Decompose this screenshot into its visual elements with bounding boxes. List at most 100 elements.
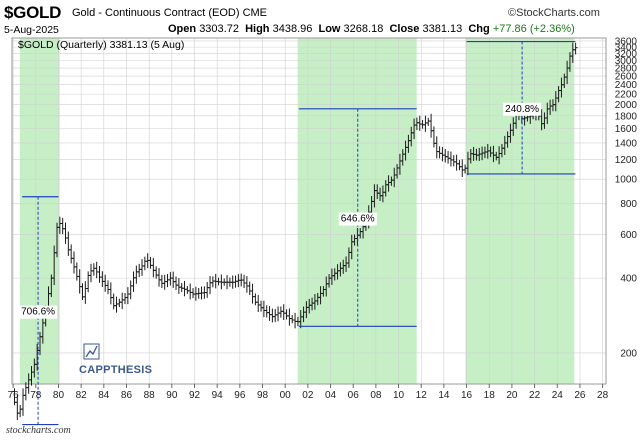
ohlc-bar (247, 281, 252, 296)
y-tick-label: 2800 (615, 64, 638, 75)
ohlc-bar (276, 306, 281, 322)
ohlc-bar (97, 265, 102, 283)
ohlc-bar (134, 265, 139, 284)
ohlc-bar (457, 159, 462, 171)
ohlc-bar (108, 282, 113, 305)
ohlc-bar (66, 231, 71, 256)
ohlc-bar (429, 113, 434, 138)
high-label: High (245, 23, 270, 35)
high-value: 3438.96 (272, 23, 313, 35)
annotation-label-bg (338, 212, 377, 226)
ohlc-bar (128, 280, 133, 300)
chart-symbol: $GOLD (4, 3, 62, 22)
ohlc-bar (250, 283, 255, 304)
watermark-chart-icon (85, 345, 98, 358)
ohlc-bar (94, 261, 99, 279)
y-tick-label: 3600 (615, 36, 638, 47)
y-tick-label: 600 (620, 230, 637, 241)
ohlc-bar (423, 115, 428, 132)
y-tick-label: 1000 (615, 175, 638, 186)
y-axis-ticks: 200 400 600 800 1000 1200 1400 1600 180020002200… (615, 36, 638, 359)
low-label: Low (318, 23, 341, 35)
x-tick-label: 26 (574, 390, 586, 401)
ohlc-bar (91, 263, 96, 276)
ohlc-bar (244, 276, 249, 293)
ohlc-bar (451, 155, 456, 167)
annotation-label: 240.8% (505, 104, 539, 115)
ohlc-bar (293, 312, 298, 329)
annotation-label-bg (19, 305, 58, 319)
ohlc-bar (174, 276, 179, 290)
highlight-periods (19, 38, 575, 384)
ohlc-bar (431, 126, 436, 148)
x-tick-label: 20 (506, 390, 518, 401)
x-tick-label: 02 (302, 390, 314, 401)
ohlc-bar (208, 276, 213, 295)
ohlc-bar (446, 151, 451, 164)
chg-label: Chg (468, 23, 490, 35)
ohlc-readout: Open 3303.72 High 3438.96 Low 3268.18 Cl… (168, 23, 575, 35)
ohlc-bar (278, 306, 283, 318)
ohlc-bar (154, 266, 159, 279)
ohlc-bar (131, 271, 136, 292)
ohlc-bar (253, 293, 258, 306)
y-tick-label: 200 (620, 348, 637, 359)
x-tick-label: 82 (76, 390, 88, 401)
instrument-name: Gold - Continuous Contract (EOD) (72, 7, 240, 19)
ohlc-bar (448, 151, 453, 167)
x-tick-label: 88 (144, 390, 156, 401)
x-tick-label: 18 (484, 390, 496, 401)
x-axis-ticks: 76 78 80 82 84 86 88 90 92 94 96 98 00 02 04 06 08 10 12 14… (8, 384, 609, 401)
x-tick-label: 78 (30, 390, 42, 401)
exchange-code: CME (242, 7, 268, 19)
ohlc-bar (426, 117, 431, 126)
x-tick-label: 28 (597, 390, 609, 401)
y-tick-label: 3400 (615, 43, 638, 54)
ohlc-bar (159, 274, 164, 288)
x-tick-label: 10 (393, 390, 405, 401)
watermark-logo: CAPPTHESIS (79, 343, 152, 376)
y-tick-label: 2600 (615, 72, 638, 83)
ohlc-bar (86, 271, 91, 293)
chart-instrument-name: Gold - Continuous Contract (EOD) CME (72, 7, 267, 19)
y-tick-label: 800 (620, 199, 637, 210)
x-tick-label: 04 (325, 390, 337, 401)
ohlc-bar (434, 136, 439, 159)
ohlc-bar (454, 154, 459, 171)
open-label: Open (168, 23, 197, 35)
ohlc-bar (290, 314, 295, 324)
y-tick-label: 1400 (615, 138, 638, 149)
watermark-icon (83, 343, 100, 360)
ohlc-bar (142, 256, 147, 271)
ohlc-bar (267, 306, 272, 321)
close-value: 3381.13 (422, 23, 463, 35)
open-value: 3303.72 (199, 23, 239, 35)
ohlc-bar (137, 263, 142, 278)
x-tick-label: 06 (348, 390, 360, 401)
ohlc-bar (151, 258, 156, 278)
ohlc-bar (270, 308, 275, 323)
x-tick-label: 24 (552, 390, 564, 401)
chart-legend: $GOLD (Quarterly) 3381.13 (5 Aug) (18, 39, 184, 51)
brand-logo[interactable]: ©StockCharts.com (508, 7, 600, 19)
ohlc-bar (185, 285, 190, 294)
ohlc-bar (23, 382, 28, 401)
chg-value: +77.86 (+2.36%) (492, 23, 575, 35)
footer-credit: stockcharts.com (6, 425, 71, 436)
x-tick-label: 94 (212, 390, 224, 401)
ohlc-bar (273, 309, 278, 323)
y-tick-label: 3000 (615, 56, 638, 67)
ohlc-bar (114, 296, 119, 313)
close-label: Close (389, 23, 420, 35)
ohlc-bar (256, 294, 261, 312)
x-tick-label: 76 (8, 390, 20, 401)
y-tick-label: 1200 (615, 155, 638, 166)
highlight-band-3 (465, 38, 575, 384)
ohlc-bar (140, 259, 145, 276)
y-tick-label: 2400 (615, 80, 638, 91)
x-tick-label: 12 (416, 390, 428, 401)
annotation-label: 646.6% (341, 214, 375, 225)
annotation-label-bg (503, 102, 542, 116)
x-tick-label: 90 (166, 390, 178, 401)
gain-annotations: 706.6% 646.6% 240.8% (19, 40, 576, 426)
